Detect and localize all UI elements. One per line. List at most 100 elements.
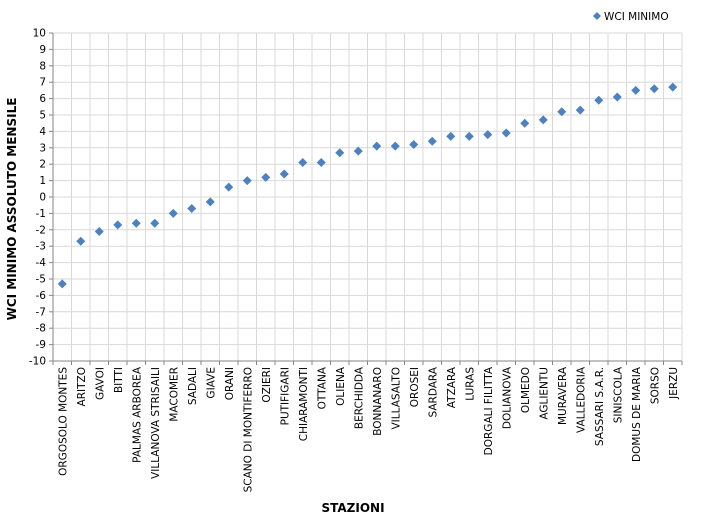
data-point xyxy=(612,92,622,102)
x-tick-label: CHIARAMONTI xyxy=(298,367,310,441)
x-tick-label: GIAVE xyxy=(205,367,217,399)
y-tick-label: 10 xyxy=(33,28,46,40)
data-point xyxy=(409,140,419,150)
data-point xyxy=(520,118,530,128)
data-point xyxy=(335,148,345,158)
data-point xyxy=(649,84,659,94)
y-tick-label: 4 xyxy=(39,126,46,138)
x-tick-label: VILLASALTO xyxy=(390,367,402,430)
y-tick-label: -4 xyxy=(36,257,47,269)
x-tick-label: DORGALI FILITTA xyxy=(483,366,495,455)
y-tick-label: -8 xyxy=(36,323,46,335)
data-point xyxy=(446,131,456,141)
data-point xyxy=(94,226,104,236)
x-tick-label: ARITZO xyxy=(76,367,88,406)
data-point xyxy=(279,169,289,179)
data-points xyxy=(57,82,678,289)
x-tick-label: BITTI xyxy=(113,367,125,393)
y-tick-label: 5 xyxy=(39,110,46,122)
x-tick-label: GAVOI xyxy=(94,367,106,400)
y-tick-label: 2 xyxy=(39,159,46,171)
data-point xyxy=(224,182,234,192)
y-tick-label: -10 xyxy=(29,356,46,368)
legend-marker-diamond xyxy=(593,12,601,20)
y-tick-label: 9 xyxy=(39,44,46,56)
data-point xyxy=(187,203,197,213)
x-tick-label: OROSEI xyxy=(409,367,421,407)
x-tick-label: SASSARI S.A.R. xyxy=(594,367,606,446)
legend-label: WCI MINIMO xyxy=(604,11,669,23)
data-point xyxy=(501,128,511,138)
x-tick-label: BONNANARO xyxy=(372,367,384,436)
x-tick-label: VALLEDORIA xyxy=(575,366,587,433)
y-tick-label: 6 xyxy=(39,93,46,105)
y-tick-label: -6 xyxy=(36,290,47,302)
gridlines xyxy=(53,32,683,362)
y-tick-label: -5 xyxy=(36,274,46,286)
legend: WCI MINIMO xyxy=(593,11,669,23)
data-point xyxy=(538,115,548,125)
data-point xyxy=(594,95,604,105)
y-tick-label: 7 xyxy=(39,77,46,89)
data-point xyxy=(427,136,437,146)
x-tick-label: MACOMER xyxy=(168,367,180,422)
y-tick-label: -3 xyxy=(36,241,46,253)
x-tick-labels: ORGOSOLO MONTES ARITZO GAVOI BITTI PALMAS AR… xyxy=(57,366,680,492)
y-tick-label: 3 xyxy=(39,142,46,154)
data-point xyxy=(131,218,141,228)
x-tick-label: OTTANA xyxy=(316,366,328,409)
y-tick-label: 0 xyxy=(39,192,46,204)
x-axis-title: STAZIONI xyxy=(321,501,384,515)
data-point xyxy=(261,172,271,182)
x-tick-label: VILLANOVA STRISAILI xyxy=(150,367,162,479)
data-point xyxy=(557,107,567,117)
data-point xyxy=(76,236,86,246)
data-point xyxy=(242,176,252,186)
y-tick-label: 1 xyxy=(39,175,46,187)
x-tick-label: SARDARA xyxy=(427,366,439,417)
x-tick-label: MURAVERA xyxy=(557,366,569,425)
data-point xyxy=(168,208,178,218)
y-tick-label: 8 xyxy=(39,60,46,72)
axes xyxy=(49,32,683,365)
data-point xyxy=(298,158,308,168)
x-tick-label: LURAS xyxy=(464,367,476,401)
x-tick-label: OZIERI xyxy=(261,367,273,403)
x-tick-label: PALMAS ARBOREA xyxy=(131,366,143,463)
data-point xyxy=(150,218,160,228)
data-point xyxy=(113,220,123,230)
x-tick-label: ORANI xyxy=(224,367,236,400)
data-point xyxy=(464,131,474,141)
y-tick-label: -7 xyxy=(36,306,46,318)
x-tick-label: DOLIANOVA xyxy=(501,366,513,429)
data-point xyxy=(390,141,400,151)
data-point xyxy=(668,82,678,92)
y-tick-label: -9 xyxy=(36,339,46,351)
x-tick-label: JERZU xyxy=(668,367,680,400)
y-tick-label: -1 xyxy=(36,208,46,220)
data-point xyxy=(483,130,493,140)
data-point xyxy=(353,146,363,156)
x-tick-label: OLMEDO xyxy=(520,367,532,413)
data-point xyxy=(575,105,585,115)
data-point xyxy=(57,279,67,289)
x-tick-label: SCANO DI MONTIFERRO xyxy=(242,367,254,492)
x-tick-label: DOMUS DE MARIA xyxy=(631,366,643,462)
data-point xyxy=(631,85,641,95)
y-tick-label: -2 xyxy=(36,224,46,236)
x-tick-label: BERCHIDDA xyxy=(353,366,365,429)
x-tick-label: SADALI xyxy=(187,367,199,405)
x-tick-label: ATZARA xyxy=(446,366,458,408)
x-tick-label: ORGOSOLO MONTES xyxy=(57,367,69,476)
data-point xyxy=(316,158,326,168)
x-tick-label: AGLIENTU xyxy=(538,367,550,420)
x-tick-label: OLIENA xyxy=(335,366,347,406)
data-point xyxy=(372,141,382,151)
data-point xyxy=(205,197,215,207)
x-tick-label: SORSO xyxy=(649,367,661,404)
x-tick-label: PUTIFIGARI xyxy=(279,367,291,425)
x-tick-label: SINISCOLA xyxy=(612,366,624,423)
y-axis-title: WCI MINIMO ASSOLUTO MENSILE xyxy=(5,98,19,321)
